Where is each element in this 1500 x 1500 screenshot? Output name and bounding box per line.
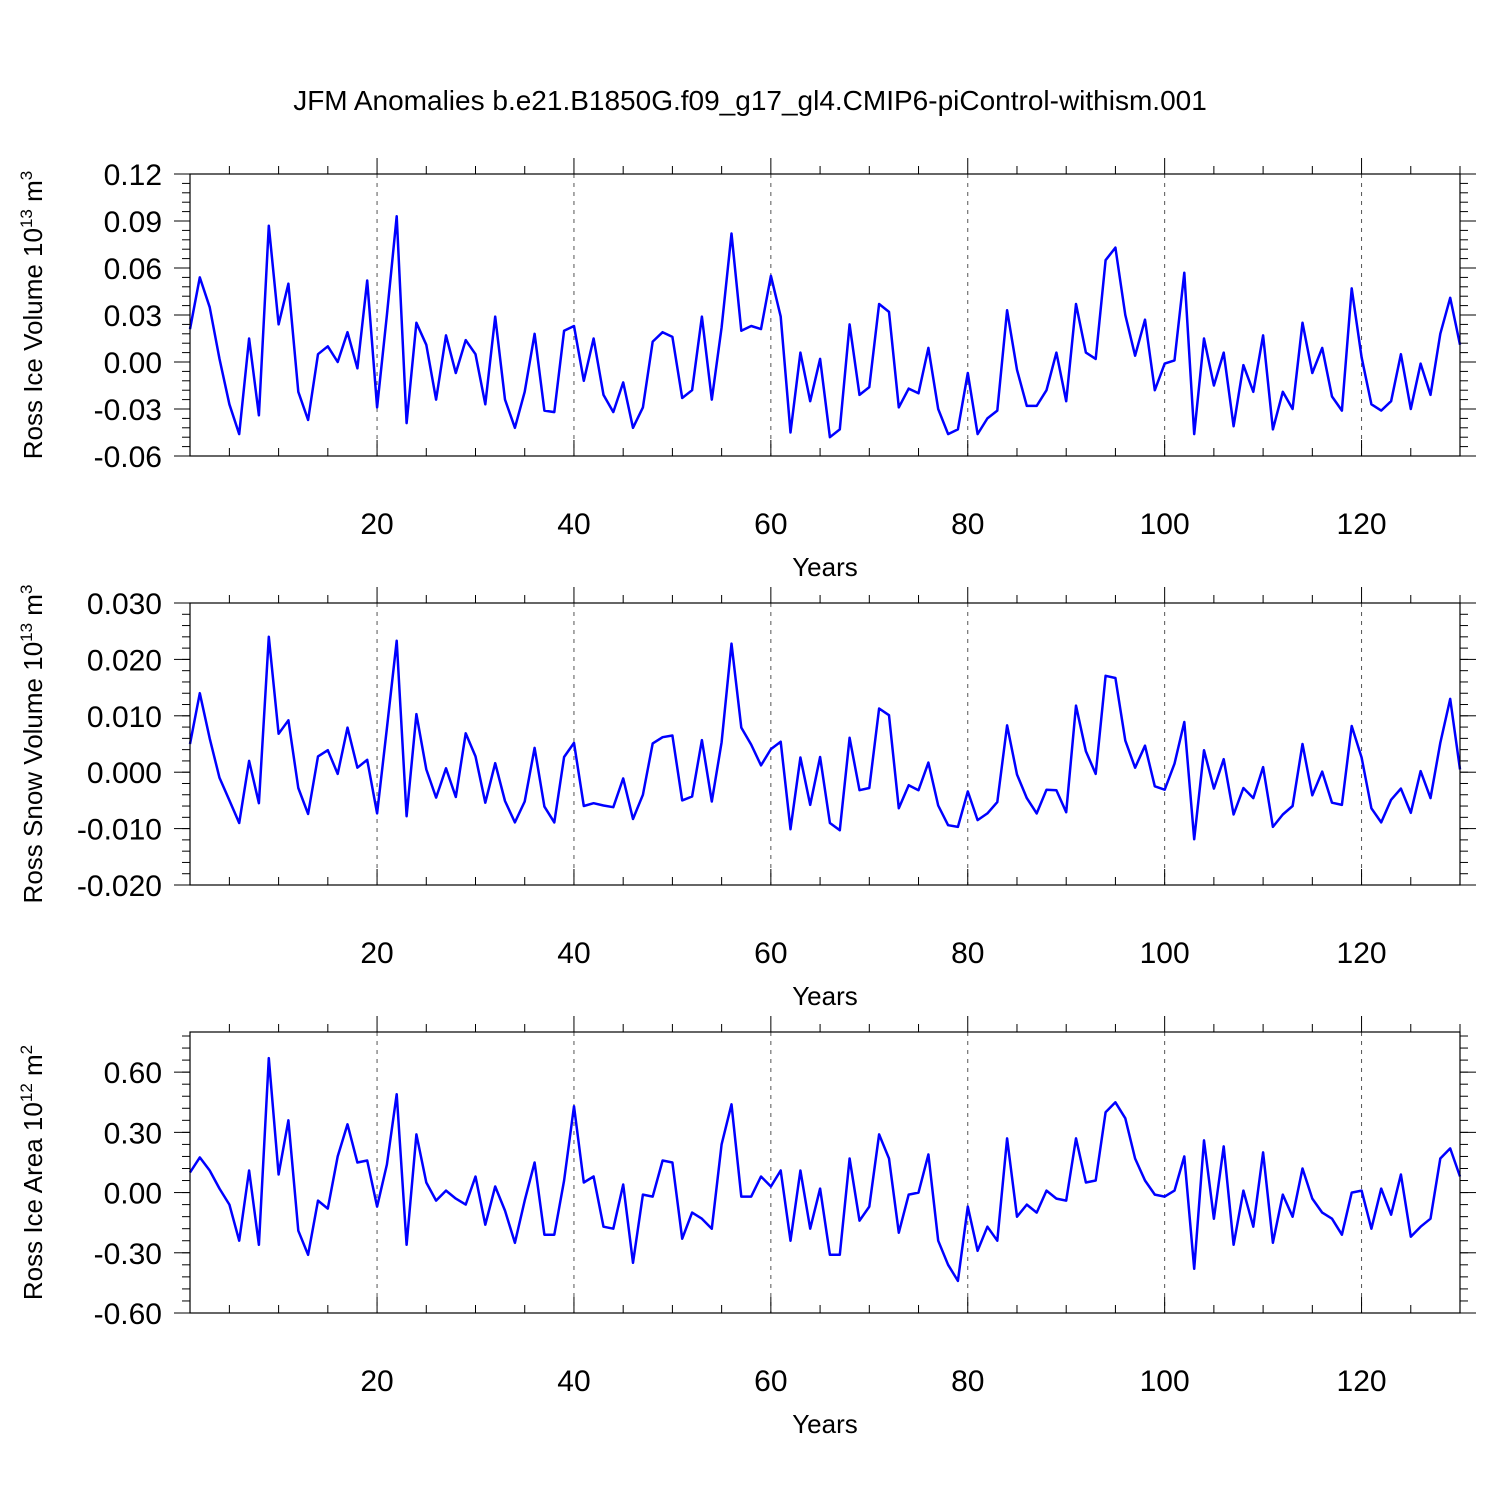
x-tick-label: 100 [1140, 1365, 1190, 1398]
y-axis-label: Ross Ice Area 1012 m2 [17, 1045, 48, 1300]
y-tick-label: 0.000 [87, 757, 162, 790]
y-tick-label: -0.020 [77, 870, 162, 903]
y-tick-label: 0.30 [104, 1117, 162, 1150]
y-axis-label-text: Ross Snow Volume 10 [18, 642, 48, 904]
x-tick-label: 80 [951, 1365, 984, 1398]
y-tick-label: 0.06 [104, 253, 162, 286]
y-axis-label-exponent: 12 [17, 1083, 36, 1102]
x-tick-label: 40 [557, 937, 590, 970]
y-tick-label: 0.03 [104, 300, 162, 333]
y-tick-label: -0.06 [94, 441, 162, 474]
y-axis-label-unit: m [18, 1054, 48, 1083]
data-series-line [188, 635, 1462, 841]
y-axis-label: Ross Snow Volume 1013 m3 [17, 585, 48, 904]
y-axis-label-unit-exponent: 3 [17, 171, 36, 180]
y-axis-label-unit: m [18, 594, 48, 623]
y-tick-label: 0.00 [104, 1178, 162, 1211]
x-tick-label: 100 [1140, 937, 1190, 970]
x-tick-label: 60 [754, 508, 787, 541]
y-tick-label: -0.010 [77, 814, 162, 847]
y-tick-label: -0.60 [94, 1298, 162, 1331]
y-tick-label: -0.03 [94, 394, 162, 427]
x-tick-label: 100 [1140, 508, 1190, 541]
x-axis-label: Years [792, 981, 858, 1011]
y-tick-label: 0.030 [87, 588, 162, 621]
x-tick-label: 60 [754, 1365, 787, 1398]
x-tick-label: 120 [1337, 508, 1387, 541]
y-axis-label: Ross Ice Volume 1013 m3 [17, 171, 48, 460]
x-tick-label: 60 [754, 937, 787, 970]
ross-snow-volume-panel: 20 40 60 80 100 120 -0.020 -0.010 0.000 0.010 0.02… [17, 585, 1476, 1011]
plot-frame [189, 602, 1461, 886]
x-tick-label: 20 [360, 937, 393, 970]
x-tick-label: 40 [557, 508, 590, 541]
ross-ice-volume-panel: 20 40 60 80 100 120 -0.06 -0.03 0.00 0.03 0.06 0.09… [17, 158, 1476, 582]
x-axis-label: Years [792, 1409, 858, 1439]
x-tick-label: 80 [951, 937, 984, 970]
x-tick-label: 80 [951, 508, 984, 541]
x-tick-label: 120 [1337, 937, 1387, 970]
plot-frame [189, 173, 1461, 457]
figure-title: JFM Anomalies b.e21.B1850G.f09_g17_gl4.C… [293, 85, 1207, 116]
y-axis-label-text: Ross Ice Volume 10 [18, 228, 48, 459]
x-tick-label: 40 [557, 1365, 590, 1398]
data-series-line [188, 1056, 1462, 1283]
y-axis-label-unit-exponent: 3 [17, 585, 36, 594]
ross-ice-area-panel: 20 40 60 80 100 120 -0.60 -0.30 0.00 0.30 0.60 Year… [17, 1016, 1476, 1439]
y-axis-label-unit-exponent: 2 [17, 1045, 36, 1054]
y-axis-label-unit: m [18, 180, 48, 209]
x-tick-label: 20 [360, 1365, 393, 1398]
x-tick-label: 120 [1337, 1365, 1387, 1398]
y-tick-label: 0.020 [87, 644, 162, 677]
y-tick-label: 0.09 [104, 206, 162, 239]
y-tick-label: 0.010 [87, 701, 162, 734]
y-tick-label: 0.12 [104, 159, 162, 192]
y-tick-label: -0.30 [94, 1238, 162, 1271]
data-series-line [188, 215, 1462, 439]
y-axis-label-text: Ross Ice Area 10 [18, 1102, 48, 1300]
y-axis-label-exponent: 13 [17, 209, 36, 228]
x-tick-label: 20 [360, 508, 393, 541]
plot-frame [189, 1031, 1461, 1314]
y-tick-label: 0.60 [104, 1057, 162, 1090]
y-axis-label-exponent: 13 [17, 623, 36, 642]
y-tick-label: 0.00 [104, 347, 162, 380]
x-axis-label: Years [792, 552, 858, 582]
